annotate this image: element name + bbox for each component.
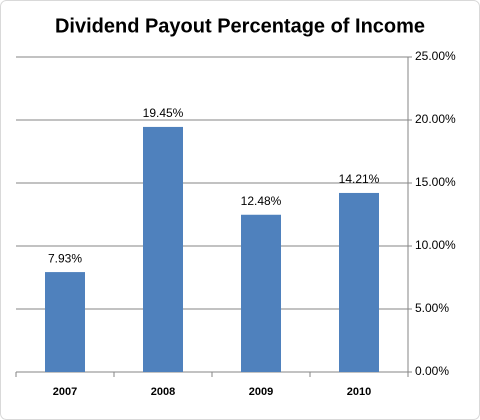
x-tick-label: 2009 [249,386,273,398]
y-tick-label: 10.00% [415,238,456,252]
y-tick-label: 0.00% [415,364,449,378]
value-label: 7.93% [48,251,82,265]
x-tick-label: 2007 [53,386,77,398]
bar [45,272,85,372]
bar [143,126,183,373]
value-label: 12.48% [241,194,282,208]
bar [339,192,379,372]
bar [241,214,281,372]
value-label: 14.21% [339,172,380,186]
x-tick-label: 2008 [151,386,175,398]
value-label: 19.45% [143,106,184,120]
y-tick-label: 5.00% [415,301,449,315]
y-tick-label: 25.00% [415,49,456,63]
y-tick-label: 15.00% [415,175,456,189]
x-tick-label: 2010 [347,386,371,398]
y-tick-label: 20.00% [415,112,456,126]
chart-title: Dividend Payout Percentage of Income [55,15,425,37]
